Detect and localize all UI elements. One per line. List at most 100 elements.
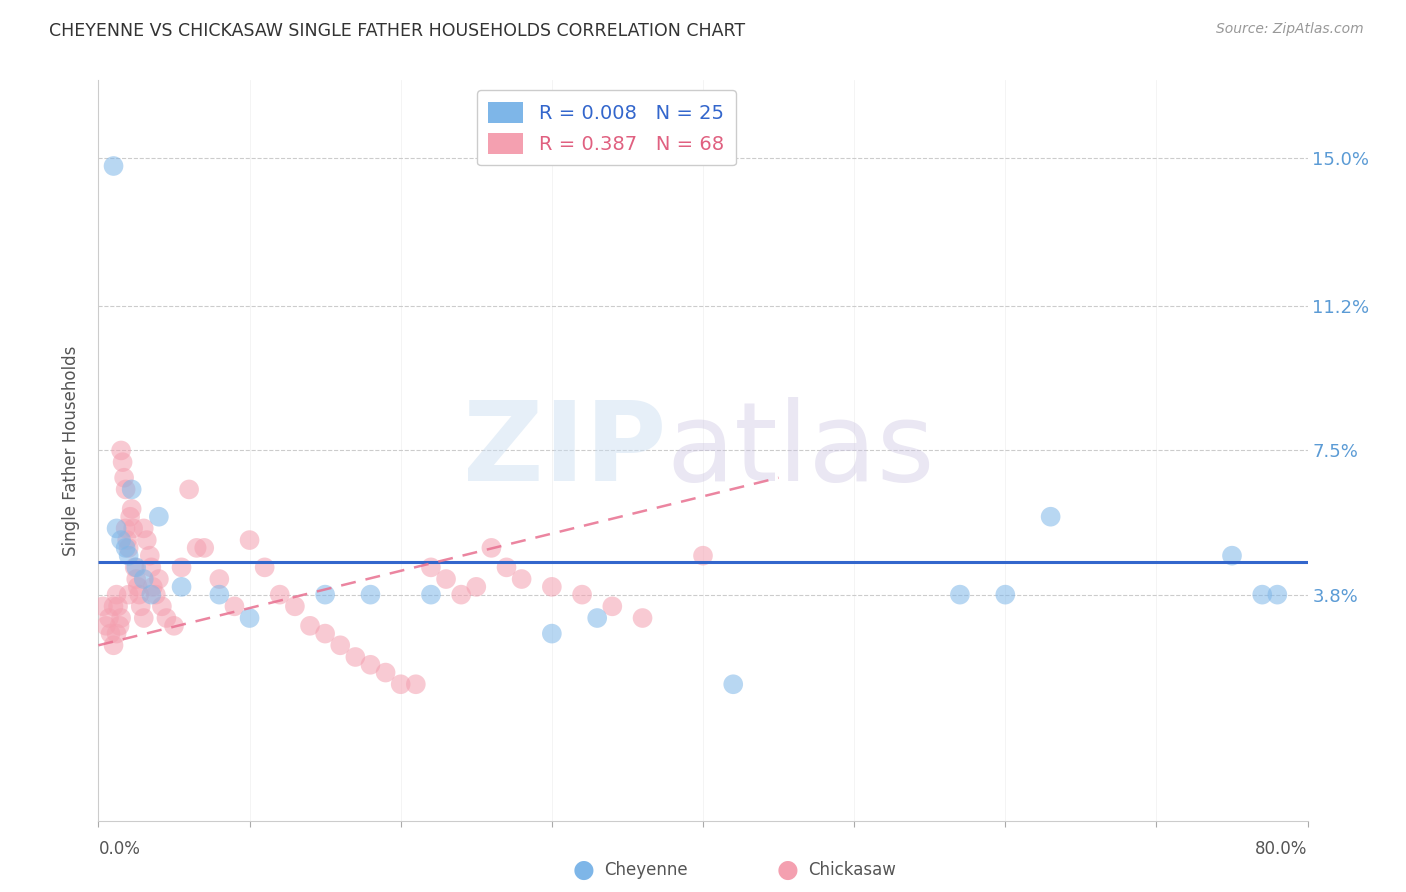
Point [124, 560, 146, 574]
Point [1251, 588, 1274, 602]
Point [284, 599, 307, 614]
Text: 80.0%: 80.0% [1256, 840, 1308, 858]
Point [105, 588, 128, 602]
Text: 0.0%: 0.0% [98, 840, 141, 858]
Point [114, 521, 136, 535]
Text: CHEYENNE VS CHICKASAW SINGLE FATHER HOUSEHOLDS CORRELATION CHART: CHEYENNE VS CHICKASAW SINGLE FATHER HOUS… [49, 22, 745, 40]
Point [405, 677, 427, 691]
Point [586, 611, 609, 625]
Point [112, 471, 135, 485]
Point [94, 619, 117, 633]
Point [110, 611, 132, 625]
Point [115, 533, 138, 547]
Point [129, 599, 152, 614]
Text: ZIP: ZIP [464, 397, 666, 504]
Point [360, 657, 382, 672]
Point [374, 665, 396, 680]
Point [103, 599, 125, 614]
Point [692, 549, 714, 563]
Point [132, 521, 155, 535]
Point [125, 572, 148, 586]
Point [193, 541, 215, 555]
Point [105, 626, 128, 640]
Point [224, 599, 246, 614]
Point [420, 560, 443, 574]
Text: Chickasaw: Chickasaw [808, 861, 897, 879]
Point [186, 541, 208, 555]
Point [299, 619, 322, 633]
Point [141, 560, 163, 574]
Point [145, 588, 167, 602]
Point [1220, 549, 1243, 563]
Point [120, 509, 142, 524]
Point [108, 619, 131, 633]
Point [155, 611, 177, 625]
Point [540, 580, 562, 594]
Point [141, 588, 163, 602]
Point [114, 541, 136, 555]
Point [105, 521, 128, 535]
Point [170, 580, 193, 594]
Point [481, 541, 503, 555]
Point [269, 588, 291, 602]
Point [118, 549, 141, 563]
Text: ●: ● [572, 858, 595, 881]
Point [142, 580, 165, 594]
Point [602, 599, 624, 614]
Point [314, 626, 336, 640]
Point [132, 572, 155, 586]
Point [208, 588, 231, 602]
Point [118, 541, 141, 555]
Point [170, 560, 193, 574]
Point [540, 626, 562, 640]
Point [148, 509, 170, 524]
Point [114, 483, 136, 497]
Point [1267, 588, 1289, 602]
Point [135, 533, 157, 547]
Point [103, 638, 125, 652]
Text: atlas: atlas [666, 397, 935, 504]
Point [344, 650, 367, 665]
Point [571, 588, 593, 602]
Point [360, 588, 382, 602]
Point [121, 483, 143, 497]
Point [148, 572, 170, 586]
Point [121, 502, 143, 516]
Point [434, 572, 457, 586]
Point [122, 521, 145, 535]
Point [631, 611, 654, 625]
Point [118, 588, 141, 602]
Point [450, 588, 472, 602]
Point [132, 611, 155, 625]
Legend: R = 0.008   N = 25, R = 0.387   N = 68: R = 0.008 N = 25, R = 0.387 N = 68 [477, 90, 735, 165]
Point [107, 599, 129, 614]
Point [314, 588, 336, 602]
Point [723, 677, 745, 691]
Point [128, 588, 150, 602]
Point [208, 572, 231, 586]
Point [125, 560, 148, 574]
Point [127, 580, 149, 594]
Point [495, 560, 517, 574]
Point [103, 159, 125, 173]
Point [91, 599, 114, 614]
Point [420, 588, 443, 602]
Point [98, 611, 121, 625]
Point [329, 638, 352, 652]
Y-axis label: Single Father Households: Single Father Households [62, 345, 80, 556]
Point [994, 588, 1017, 602]
Point [111, 455, 134, 469]
Point [163, 619, 186, 633]
Text: ●: ● [776, 858, 799, 881]
Point [239, 611, 262, 625]
Point [139, 549, 162, 563]
Point [239, 533, 262, 547]
Point [110, 533, 132, 547]
Point [465, 580, 488, 594]
Point [150, 599, 173, 614]
Point [510, 572, 533, 586]
Point [389, 677, 412, 691]
Point [1039, 509, 1062, 524]
Point [253, 560, 276, 574]
Text: Source: ZipAtlas.com: Source: ZipAtlas.com [1216, 22, 1364, 37]
